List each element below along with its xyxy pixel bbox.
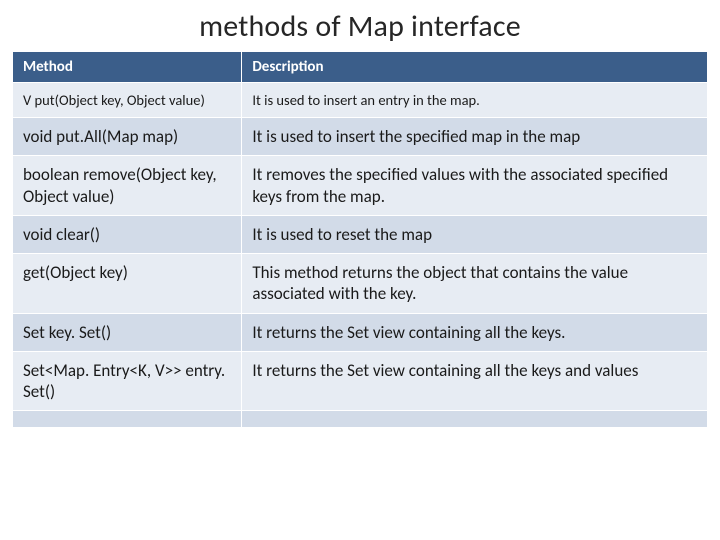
cell-method: get(Object key) (13, 254, 242, 314)
cell-method: boolean remove(Object key, Object value) (13, 156, 242, 216)
table-row: Set key. Set() It returns the Set view c… (13, 313, 708, 351)
cell-method: V put(Object key, Object value) (13, 83, 242, 118)
col-header-description: Description (242, 52, 708, 83)
slide: methods of Map interface Method Descript… (0, 0, 720, 540)
cell-method: Set<Map. Entry<K, V>> entry. Set() (13, 351, 242, 411)
methods-table: Method Description V put(Object key, Obj… (12, 51, 708, 428)
cell-desc: It is used to insert the specified map i… (242, 118, 708, 156)
cell-method (13, 411, 242, 428)
cell-desc: It returns the Set view containing all t… (242, 313, 708, 351)
cell-desc: It returns the Set view containing all t… (242, 351, 708, 411)
cell-method: void put.All(Map map) (13, 118, 242, 156)
table-row: boolean remove(Object key, Object value)… (13, 156, 708, 216)
cell-method: void clear() (13, 215, 242, 253)
cell-desc: It is used to insert an entry in the map… (242, 83, 708, 118)
cell-desc: It is used to reset the map (242, 215, 708, 253)
table-row: V put(Object key, Object value) It is us… (13, 83, 708, 118)
table-row: void clear() It is used to reset the map (13, 215, 708, 253)
slide-title: methods of Map interface (12, 8, 708, 45)
cell-desc (242, 411, 708, 428)
table-row: get(Object key) This method returns the … (13, 254, 708, 314)
table-header-row: Method Description (13, 52, 708, 83)
table-row: Set<Map. Entry<K, V>> entry. Set() It re… (13, 351, 708, 411)
cell-desc: It removes the specified values with the… (242, 156, 708, 216)
table-row: void put.All(Map map) It is used to inse… (13, 118, 708, 156)
col-header-method: Method (13, 52, 242, 83)
cell-method: Set key. Set() (13, 313, 242, 351)
cell-desc: This method returns the object that cont… (242, 254, 708, 314)
table-row (13, 411, 708, 428)
